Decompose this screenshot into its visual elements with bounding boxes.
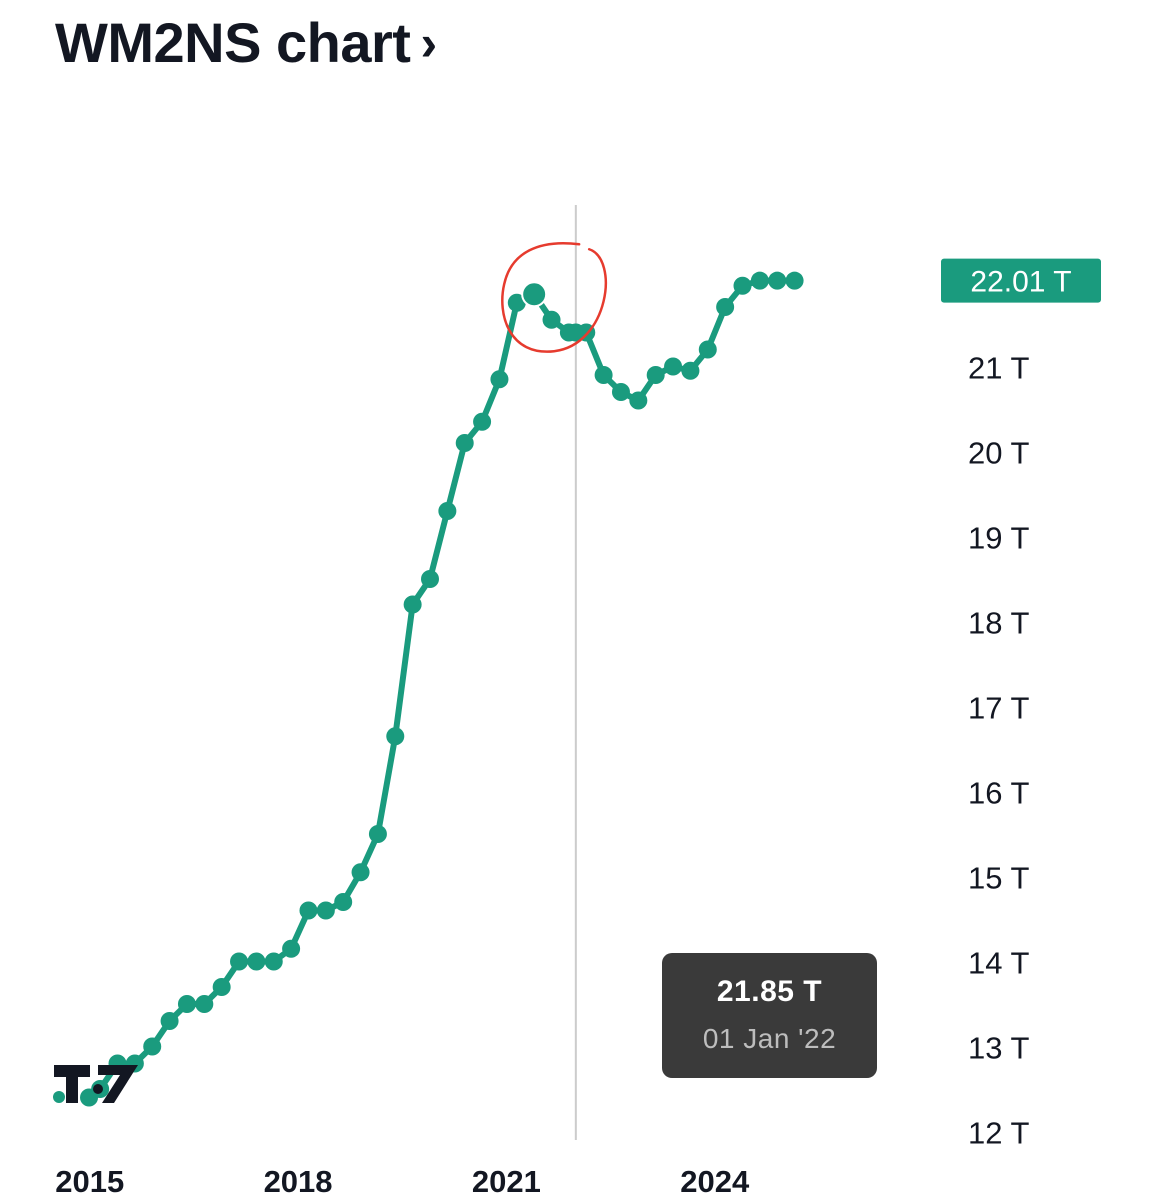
x-tick-label: 2015 xyxy=(55,1164,124,1199)
tradingview-logo xyxy=(52,1065,140,1110)
data-point[interactable] xyxy=(455,434,474,452)
data-point[interactable] xyxy=(195,995,214,1013)
y-tick-label: 15 T xyxy=(968,861,1030,896)
data-point[interactable] xyxy=(664,357,683,376)
y-tick-label: 18 T xyxy=(968,606,1030,641)
data-point[interactable] xyxy=(247,952,266,971)
tooltip-value: 21.85 T xyxy=(716,975,823,1008)
data-point[interactable] xyxy=(473,412,492,431)
data-point[interactable] xyxy=(594,366,613,384)
x-tick-label: 2024 xyxy=(680,1164,750,1199)
data-point[interactable] xyxy=(507,293,526,312)
data-point[interactable] xyxy=(785,271,804,290)
y-tick-label: 13 T xyxy=(968,1031,1030,1066)
chevron-right-icon: › xyxy=(420,14,437,71)
page-title: WM2NS chart xyxy=(55,11,411,74)
data-point[interactable] xyxy=(264,952,283,971)
y-tick-label: 14 T xyxy=(968,946,1030,981)
last-value-label: 22.01 T xyxy=(970,266,1071,299)
last-value-badge xyxy=(941,258,1101,303)
data-point[interactable] xyxy=(750,271,769,290)
data-point[interactable] xyxy=(438,502,457,520)
tooltip-date: 01 Jan '22 xyxy=(702,1023,837,1054)
data-point[interactable] xyxy=(646,366,665,384)
y-tick-label: 17 T xyxy=(968,691,1030,726)
data-point[interactable] xyxy=(351,863,370,882)
data-point[interactable] xyxy=(629,391,648,410)
data-point[interactable] xyxy=(542,310,561,329)
data-point[interactable] xyxy=(403,595,422,614)
data-point[interactable] xyxy=(143,1037,162,1056)
data-point[interactable] xyxy=(386,727,405,746)
data-point[interactable] xyxy=(716,298,735,316)
data-point[interactable] xyxy=(316,901,335,920)
y-tick-label: 19 T xyxy=(968,521,1030,556)
data-point[interactable] xyxy=(733,276,752,295)
data-point[interactable] xyxy=(282,939,301,958)
data-point[interactable] xyxy=(421,570,439,588)
data-point[interactable] xyxy=(698,340,717,359)
data-point[interactable] xyxy=(611,383,630,401)
data-point[interactable] xyxy=(177,995,196,1013)
data-point[interactable] xyxy=(212,978,231,996)
annotation-circle xyxy=(501,242,608,353)
data-point[interactable] xyxy=(768,271,787,290)
highlighted-data-point[interactable] xyxy=(521,281,548,308)
data-point[interactable] xyxy=(299,901,318,920)
data-point[interactable] xyxy=(334,893,353,911)
data-point[interactable] xyxy=(368,825,387,843)
chart-title-link[interactable]: WM2NS chart › xyxy=(55,10,437,75)
data-point[interactable] xyxy=(681,361,700,380)
y-tick-label: 16 T xyxy=(968,776,1030,811)
x-tick-label: 2021 xyxy=(472,1164,541,1199)
hover-tooltip: 21.85 T 01 Jan '22 xyxy=(662,953,877,1078)
y-tick-label: 21 T xyxy=(968,351,1030,386)
data-point[interactable] xyxy=(230,952,249,971)
y-tick-label: 20 T xyxy=(968,436,1030,471)
data-point[interactable] xyxy=(160,1012,179,1030)
y-tick-label: 12 T xyxy=(968,1116,1030,1151)
data-point[interactable] xyxy=(490,370,509,389)
x-tick-label: 2018 xyxy=(264,1164,333,1199)
